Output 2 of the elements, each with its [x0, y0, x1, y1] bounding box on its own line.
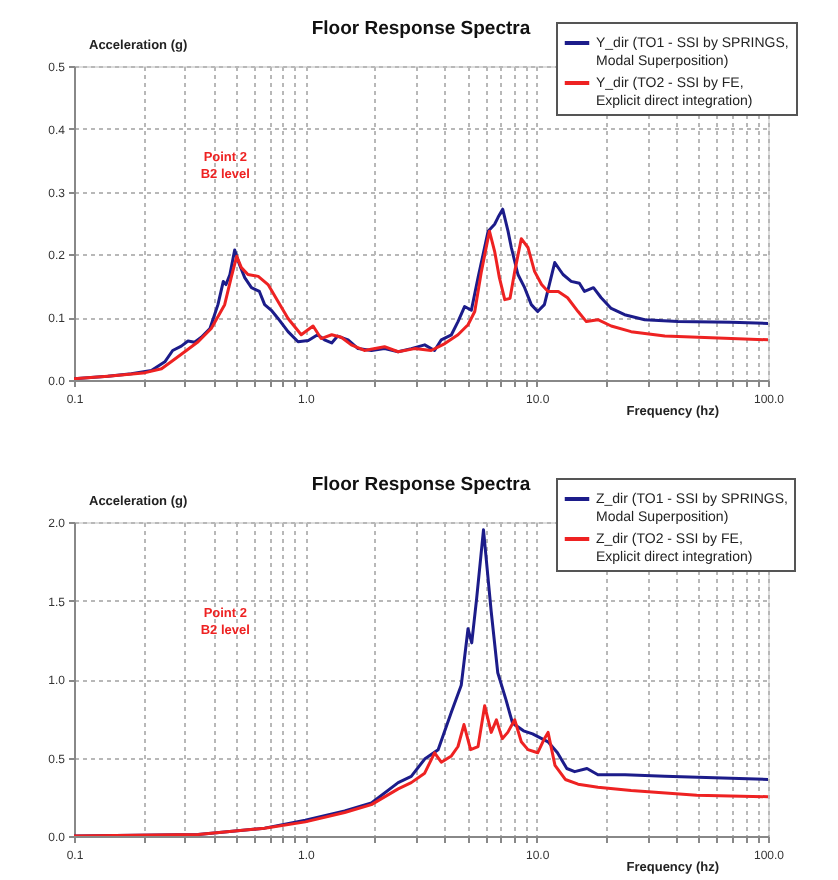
chart-title: Floor Response Spectra	[311, 474, 532, 496]
chart-title: Floor Response Spectra	[311, 18, 532, 40]
